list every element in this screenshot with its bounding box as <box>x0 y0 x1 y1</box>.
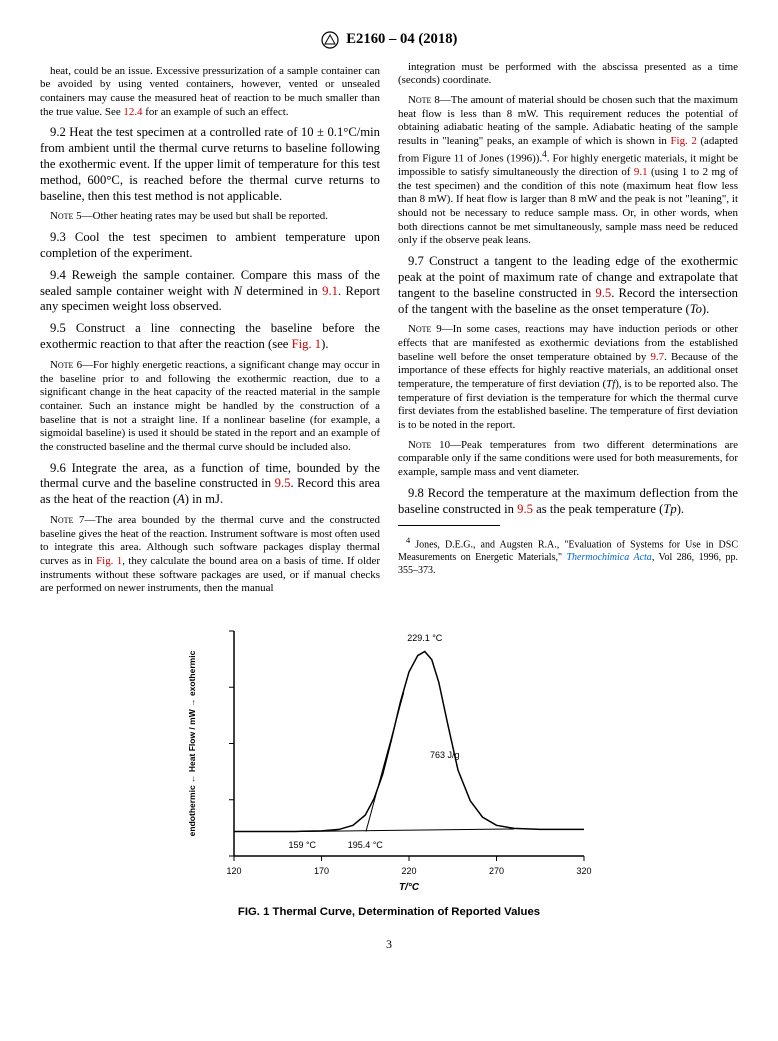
svg-text:229.1 °C: 229.1 °C <box>407 633 443 643</box>
ref-12-4[interactable]: 12.4 <box>123 106 142 118</box>
svg-text:endothermic ← Heat Flow / mW →: endothermic ← Heat Flow / mW → exothermi… <box>187 651 197 837</box>
thermal-curve-chart: 120 170 220 270 320 229.1 °C 763 J/g 195.4 °C 15… <box>179 616 599 896</box>
note-9: Note 9—In some cases, reactions may have… <box>398 323 738 432</box>
ref-fig2[interactable]: Fig. 2 <box>670 135 696 147</box>
section-9-2: 9.2 Heat the test specimen at a controll… <box>40 125 380 204</box>
svg-text:120: 120 <box>226 866 241 876</box>
section-9-6: 9.6 Integrate the area, as a function of… <box>40 461 380 508</box>
svg-text:T/°C: T/°C <box>399 882 420 893</box>
svg-text:159 °C: 159 °C <box>288 840 316 850</box>
note-5: Note 5—Other heating rates may be used b… <box>40 210 380 224</box>
section-9-3: 9.3 Cool the test specimen to ambient te… <box>40 230 380 262</box>
svg-text:270: 270 <box>489 866 504 876</box>
footnote-separator <box>398 525 500 526</box>
ref-9-1[interactable]: 9.1 <box>322 284 338 298</box>
ref-9-5a[interactable]: 9.5 <box>275 476 291 490</box>
body-columns: heat, could be an issue. Excessive press… <box>40 61 738 597</box>
ref-fig1b[interactable]: Fig. 1 <box>96 555 122 567</box>
figure-1-caption: FIG. 1 Thermal Curve, Determination of R… <box>40 905 738 919</box>
note-6: Note 6—For highly energetic reactions, a… <box>40 359 380 455</box>
note-8: Note 8—The amount of material should be … <box>398 94 738 248</box>
note-10: Note 10—Peak temperatures from two diffe… <box>398 439 738 480</box>
standard-header: E2160 – 04 (2018) <box>40 30 738 49</box>
ref-9-1b[interactable]: 9.1 <box>634 166 648 178</box>
page-number: 3 <box>40 937 738 952</box>
note-7: Note 7—The area bounded by the thermal c… <box>40 514 380 596</box>
svg-text:320: 320 <box>576 866 591 876</box>
section-9-5: 9.5 Construct a line connecting the base… <box>40 321 380 353</box>
astm-logo-icon <box>321 31 339 49</box>
svg-text:170: 170 <box>314 866 329 876</box>
svg-text:220: 220 <box>401 866 416 876</box>
ref-9-5b[interactable]: 9.5 <box>595 286 611 300</box>
footnote-4: 4 Jones, D.E.G., and Augsten R.A., "Eval… <box>398 536 738 577</box>
standard-id: E2160 – 04 (2018) <box>346 31 457 47</box>
section-9-4: 9.4 Reweigh the sample container. Compar… <box>40 268 380 315</box>
ref-thermochimica[interactable]: Thermochimica Acta <box>566 552 651 563</box>
ref-fig1[interactable]: Fig. 1 <box>292 337 322 351</box>
section-9-8: 9.8 Record the temperature at the maximu… <box>398 486 738 518</box>
figure-1: 120 170 220 270 320 229.1 °C 763 J/g 195.4 °C 15… <box>40 616 738 919</box>
col2-continuation: integration must be performed with the a… <box>398 61 738 88</box>
col1-continuation: heat, could be an issue. Excessive press… <box>40 65 380 120</box>
ref-9-5c[interactable]: 9.5 <box>517 502 533 516</box>
section-9-7: 9.7 Construct a tangent to the leading e… <box>398 254 738 317</box>
svg-text:195.4 °C: 195.4 °C <box>348 840 384 850</box>
ref-9-7[interactable]: 9.7 <box>650 351 664 363</box>
svg-text:763 J/g: 763 J/g <box>430 750 460 760</box>
